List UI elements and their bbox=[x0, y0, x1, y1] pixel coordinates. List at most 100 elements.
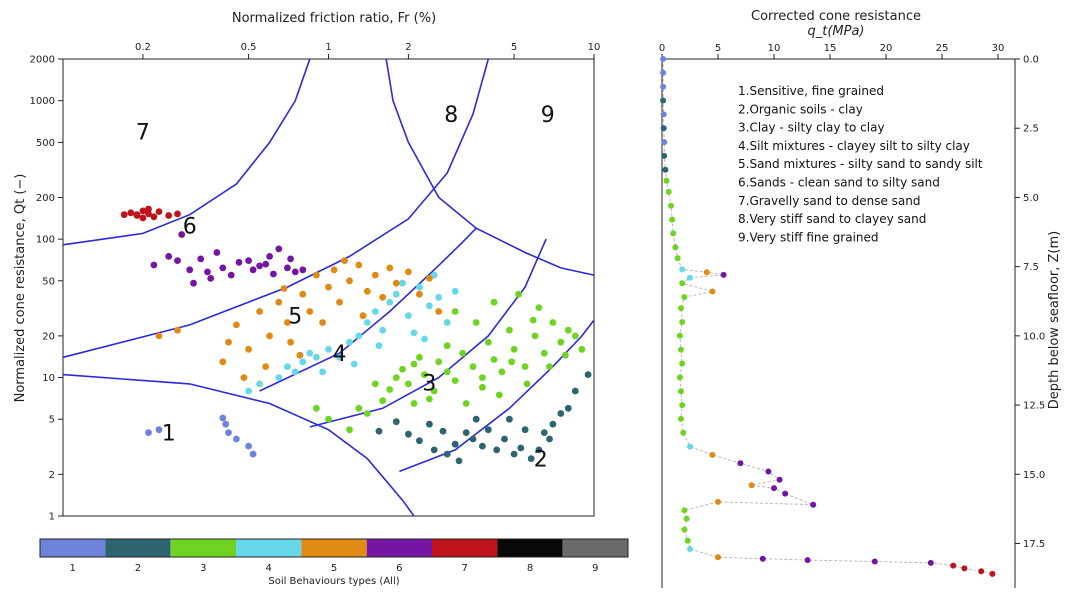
soil-type-3-point bbox=[443, 368, 451, 376]
profile-point bbox=[660, 111, 667, 118]
profile-point bbox=[681, 294, 688, 301]
soil-type-4-point bbox=[355, 332, 363, 340]
soil-type-5-point bbox=[219, 358, 227, 366]
left-y-tick-label: 100 bbox=[36, 235, 55, 246]
soil-type-5-point bbox=[306, 308, 314, 315]
profile-point bbox=[668, 202, 674, 209]
zone-boundary-line bbox=[62, 373, 415, 517]
right-y-tick-label: 7.5 bbox=[1023, 262, 1039, 273]
profile-point bbox=[709, 451, 716, 458]
zone-label: 8 bbox=[444, 103, 458, 128]
profile-point bbox=[679, 319, 686, 325]
colorbar-tick-label: 6 bbox=[396, 563, 402, 574]
soil-type-5-point bbox=[280, 285, 288, 292]
profile-point bbox=[978, 568, 985, 575]
soil-type-2-point bbox=[375, 427, 383, 435]
left-y-tick-label: 200 bbox=[36, 193, 55, 204]
soil-type-3-point bbox=[392, 374, 400, 381]
soil-type-3-point bbox=[557, 338, 565, 346]
profile-point bbox=[661, 139, 668, 146]
soil-type-2-point bbox=[546, 435, 553, 443]
soil-type-3-point bbox=[508, 358, 516, 366]
profile-point bbox=[678, 388, 684, 395]
soil-type-5-point bbox=[233, 321, 240, 329]
colorbar-tick-label: 8 bbox=[527, 563, 533, 574]
profile-point bbox=[961, 565, 968, 572]
soil-type-3-point bbox=[531, 332, 539, 340]
soil-type-4-point bbox=[443, 319, 451, 326]
soil-type-6-point bbox=[235, 258, 243, 266]
profile-point bbox=[678, 346, 684, 353]
soil-type-2-point bbox=[557, 410, 565, 417]
soil-type-6-point bbox=[207, 275, 215, 282]
soil-type-3-point bbox=[346, 426, 353, 434]
profile-point bbox=[674, 255, 681, 262]
soil-type-3-point bbox=[479, 383, 486, 391]
profile-point bbox=[665, 188, 672, 195]
soil-type-6-point bbox=[287, 255, 294, 263]
right-y-tick-label: 10.0 bbox=[1023, 331, 1045, 342]
soil-type-4-point bbox=[386, 298, 394, 306]
soil-type-4-point bbox=[363, 319, 371, 326]
soil-type-3-point bbox=[379, 397, 387, 405]
soil-type-3-point bbox=[451, 308, 459, 315]
soil-type-2-point bbox=[493, 446, 501, 454]
soil-type-6-point bbox=[178, 231, 186, 238]
soil-type-6-point bbox=[219, 264, 227, 272]
left-y-tick-label: 500 bbox=[36, 138, 55, 149]
soil-type-7-point bbox=[120, 211, 128, 219]
soil-type-1-point bbox=[225, 429, 232, 436]
colorbar-tick-label: 3 bbox=[200, 563, 206, 574]
left-y-tick-label: 1 bbox=[49, 512, 55, 523]
left-data-points bbox=[120, 205, 592, 465]
zone-boundary-line bbox=[62, 58, 490, 359]
profile-point bbox=[679, 360, 686, 367]
soil-type-2-point bbox=[439, 427, 447, 435]
soil-type-1-point bbox=[155, 426, 163, 434]
profile-point bbox=[810, 501, 817, 508]
soil-type-5-point bbox=[325, 283, 332, 291]
soil-type-4-point bbox=[410, 329, 418, 337]
soil-type-2-point bbox=[484, 426, 492, 434]
profile-point bbox=[660, 56, 667, 62]
right-y-tick-label: 0.0 bbox=[1023, 55, 1039, 66]
soil-type-3-point bbox=[578, 345, 586, 353]
soil-type-4-point bbox=[405, 312, 412, 320]
soil-type-4-point bbox=[371, 308, 379, 315]
profile-point bbox=[715, 554, 721, 561]
colorbar-labels: 1 2 3 4 5 6 7 8 9 bbox=[70, 563, 599, 574]
soil-type-3-point bbox=[443, 342, 451, 350]
soil-type-2-point bbox=[455, 457, 463, 465]
profile-points bbox=[660, 56, 996, 577]
soil-type-3-point bbox=[371, 380, 379, 388]
right-y-tick-label: 15.0 bbox=[1023, 470, 1045, 481]
legend-item: 5.Sand mixtures - silty sand to sandy si… bbox=[738, 157, 983, 171]
soil-type-6-point bbox=[270, 270, 277, 278]
left-y-tick-label: 20 bbox=[42, 331, 55, 342]
soil-type-2-point bbox=[462, 429, 470, 436]
soil-type-3-point bbox=[469, 363, 477, 370]
right-y-tick-label: 12.5 bbox=[1023, 401, 1045, 412]
profile-point bbox=[661, 152, 668, 159]
soil-type-3-point bbox=[426, 395, 433, 403]
profile-point bbox=[679, 402, 686, 409]
profile-point bbox=[676, 332, 683, 339]
soil-type-6-point bbox=[227, 271, 235, 279]
zone-label: 2 bbox=[534, 448, 548, 473]
soil-type-5-point bbox=[336, 298, 343, 306]
soil-type-6-point bbox=[299, 266, 307, 274]
colorbar-swatch-8 bbox=[497, 539, 563, 557]
soil-type-3-point bbox=[498, 368, 506, 376]
profile-trace bbox=[662, 59, 993, 575]
right-x-tick-label: 15 bbox=[824, 43, 837, 54]
soil-behaviour-chart: Normalized friction ratio, Fr (%) Normal… bbox=[13, 11, 600, 523]
profile-point bbox=[703, 269, 710, 276]
soil-type-4-point bbox=[451, 287, 459, 295]
soil-type-5-point bbox=[330, 266, 338, 274]
soil-type-3-point bbox=[495, 391, 503, 399]
profile-point bbox=[771, 485, 777, 492]
profile-point bbox=[678, 305, 684, 312]
soil-type-7-point bbox=[139, 214, 147, 222]
soil-type-4-point bbox=[379, 326, 387, 334]
